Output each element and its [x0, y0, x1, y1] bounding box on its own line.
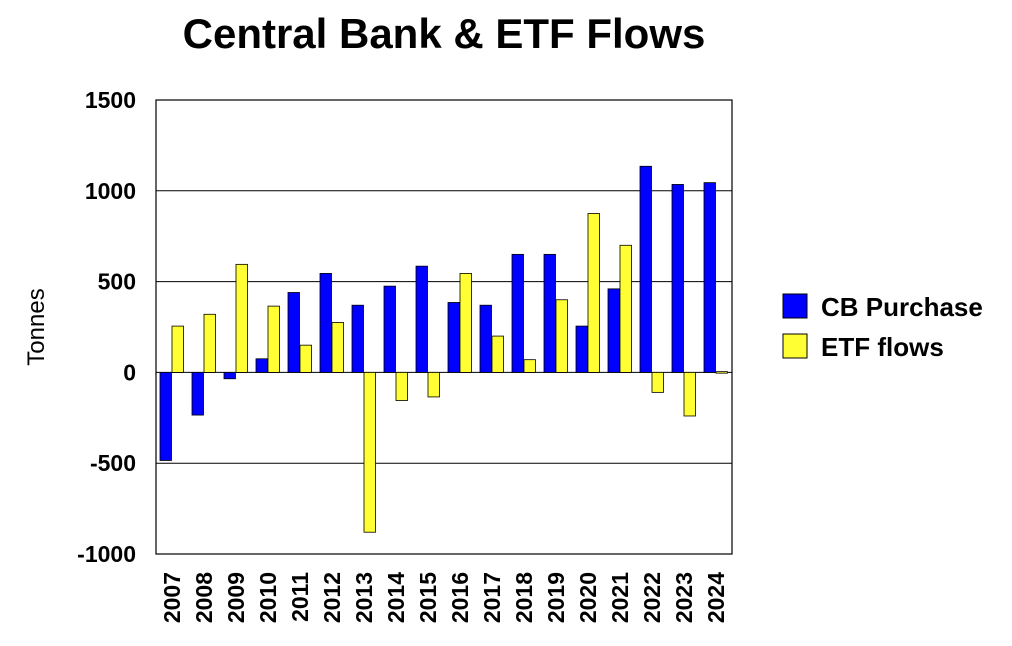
y-axis: 1500 1000 500 0 -500 -1000 [77, 87, 136, 567]
bar-etf-flows-2021 [619, 244, 632, 373]
bar-etf-flows-2019 [555, 299, 568, 373]
y-tick-label: 1500 [85, 87, 136, 113]
x-tick-label: 2013 [351, 572, 377, 623]
legend-swatch-etf-flows [782, 333, 808, 359]
y-tick-label: 0 [123, 359, 136, 385]
bar-cb-purchase-2023 [671, 184, 684, 373]
bar-etf-flows-2009 [235, 263, 248, 373]
x-tick-label: 2007 [159, 572, 185, 623]
plot-area [155, 99, 733, 555]
x-tick-label: 2011 [287, 572, 313, 622]
y-tick-label: -500 [90, 450, 136, 476]
x-tick-label: 2018 [511, 572, 537, 623]
x-tick-label: 2022 [639, 572, 665, 623]
bar-etf-flows-2016 [459, 273, 472, 373]
bar-etf-flows-2024 [715, 371, 728, 374]
chart-title: Central Bank & ETF Flows [183, 10, 706, 57]
legend-swatch-cb-purchase [782, 293, 808, 319]
bar-etf-flows-2017 [491, 335, 504, 373]
x-tick-label: 2010 [255, 572, 281, 623]
x-tick-label: 2020 [575, 572, 601, 623]
bar-cb-purchase-2024 [703, 182, 716, 373]
bar-cb-purchase-2008 [191, 371, 204, 416]
bar-cb-purchase-2010 [255, 358, 268, 373]
legend: CB Purchase ETF flows [782, 292, 983, 362]
legend-label-etf-flows: ETF flows [821, 332, 944, 362]
x-tick-label: 2014 [383, 572, 409, 623]
y-tick-label: 1000 [85, 178, 136, 204]
bar-etf-flows-2014 [395, 371, 408, 401]
y-axis-label: Tonnes [23, 288, 50, 365]
x-tick-label: 2024 [703, 572, 729, 623]
legend-label-cb-purchase: CB Purchase [821, 292, 983, 322]
x-tick-label: 2019 [543, 572, 569, 623]
bar-cb-purchase-2020 [575, 325, 588, 373]
bar-cb-purchase-2014 [383, 285, 396, 373]
bar-etf-flows-2012 [331, 322, 344, 373]
bar-cb-purchase-2012 [319, 273, 332, 373]
bar-etf-flows-2015 [427, 371, 440, 398]
plot-background [156, 100, 732, 554]
bar-etf-flows-2008 [203, 313, 216, 373]
bar-cb-purchase-2019 [543, 253, 556, 373]
bar-etf-flows-2023 [683, 371, 696, 417]
bar-etf-flows-2010 [267, 305, 280, 373]
bar-cb-purchase-2011 [287, 292, 300, 373]
x-tick-label: 2017 [479, 572, 505, 623]
bar-cb-purchase-2007 [159, 371, 172, 461]
x-tick-label: 2009 [223, 572, 249, 623]
x-axis: 2007 2008 2009 2010 2011 2012 2013 2014 2015 2016… [159, 572, 729, 623]
bar-etf-flows-2022 [651, 371, 664, 393]
bar-cb-purchase-2018 [511, 253, 524, 373]
bar-cb-purchase-2022 [639, 165, 652, 373]
bar-etf-flows-2011 [299, 344, 312, 373]
bar-cb-purchase-2013 [351, 304, 364, 373]
bar-cb-purchase-2015 [415, 265, 428, 373]
x-tick-label: 2023 [671, 572, 697, 623]
bar-etf-flows-2013 [363, 371, 376, 533]
bar-cb-purchase-2021 [607, 288, 620, 373]
bar-cb-purchase-2017 [479, 304, 492, 373]
bar-etf-flows-2018 [523, 359, 536, 373]
x-tick-label: 2015 [415, 572, 441, 623]
x-tick-label: 2021 [607, 572, 633, 623]
x-tick-label: 2012 [319, 572, 345, 623]
x-tick-label: 2016 [447, 572, 473, 623]
y-tick-label: 500 [98, 269, 136, 295]
plot-frame [155, 99, 733, 555]
bar-etf-flows-2020 [587, 213, 600, 373]
x-tick-label: 2008 [191, 572, 217, 623]
bar-etf-flows-2007 [171, 325, 184, 373]
bar-cb-purchase-2009 [223, 371, 236, 380]
bar-cb-purchase-2016 [447, 302, 460, 373]
y-tick-label: -1000 [77, 541, 136, 567]
